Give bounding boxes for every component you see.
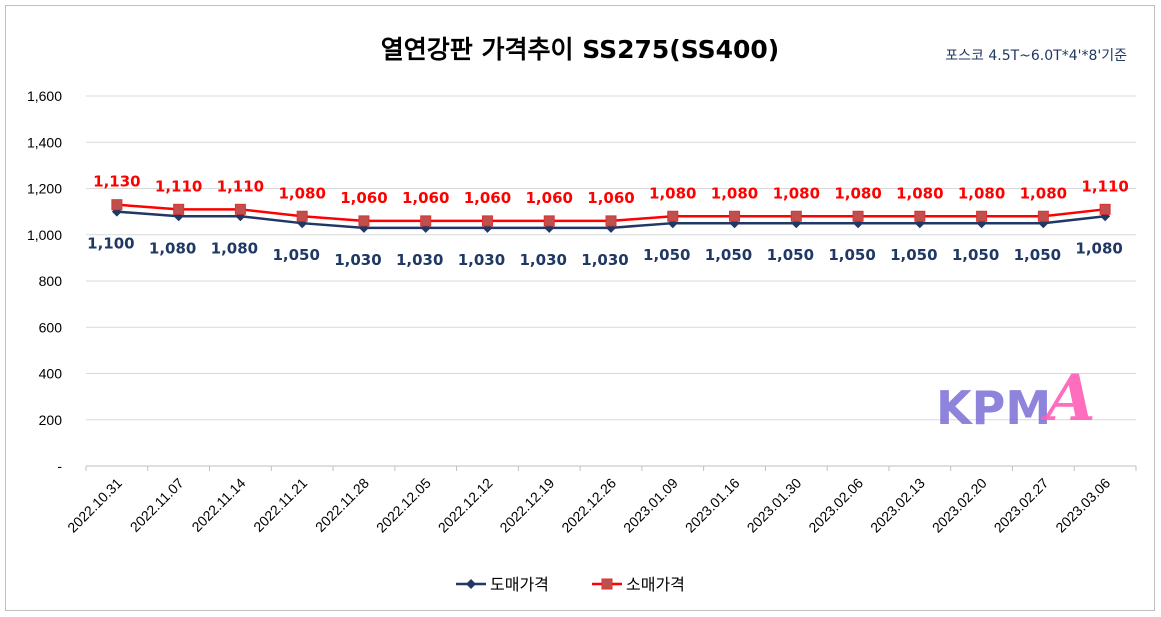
wholesale-data-label: 1,050 [952,246,999,264]
wholesale-data-label: 1,030 [458,251,505,269]
x-tick-label: 2022.12.19 [496,475,557,536]
retail-data-label: 1,060 [526,189,573,207]
wholesale-data-label: 1,100 [87,235,134,253]
chart-title: 열연강판 가격추이 SS275(SS400) [381,35,779,64]
retail-point [173,203,185,215]
wholesale-data-label: 1,050 [272,246,319,264]
legend-marker-retail [601,578,613,590]
retail-point [852,210,864,222]
x-tick-label: 2023.01.09 [620,475,681,536]
retail-data-label: 1,080 [1020,184,1067,202]
x-tick-label: 2023.02.13 [867,475,928,536]
retail-point [914,210,926,222]
y-tick-label: - [57,458,62,474]
retail-data-label: 1,110 [1081,177,1128,195]
retail-point [234,203,246,215]
x-tick-label: 2023.03.06 [1052,475,1113,536]
retail-data-label: 1,080 [834,184,881,202]
y-tick-label: 1,200 [27,181,62,197]
x-tick-label: 2022.11.14 [188,475,248,535]
retail-point [1099,203,1111,215]
retail-data-label: 1,110 [155,177,202,195]
x-tick-label: 2022.10.31 [64,475,125,536]
retail-data-label: 1,080 [896,184,943,202]
chart-frame [5,5,1155,611]
x-tick-label: 2022.12.26 [558,475,619,536]
y-tick-label: 1,400 [27,134,62,150]
wholesale-data-label: 1,050 [705,246,752,264]
logo-text: KPM [936,381,1051,435]
retail-point [1037,210,1049,222]
data-labels: 1,130 1,110 1,110 1,080 1,060 1,060 1,060 1,060… [87,173,1129,269]
legend: 도매가격 소매가격 [456,575,685,594]
x-tick-label: 2022.11.21 [250,475,310,535]
retail-data-label: 1,080 [278,184,325,202]
wholesale-data-label: 1,050 [1014,246,1061,264]
wholesale-data-label: 1,080 [211,239,258,257]
retail-data-label: 1,080 [773,184,820,202]
retail-data-label: 1,060 [340,189,387,207]
wholesale-data-label: 1,030 [334,251,381,269]
y-tick-label: 1,000 [27,227,62,243]
retail-point [605,215,617,227]
wholesale-data-label: 1,050 [767,246,814,264]
kpma-logo: KPM A [936,361,1096,436]
wholesale-data-label: 1,030 [520,251,567,269]
x-tick-label: 2023.01.16 [682,475,743,536]
retail-data-label: 1,130 [93,173,140,191]
legend-label-retail: 소매가격 [626,575,685,594]
retail-data-label: 1,060 [464,189,511,207]
chart-subtitle: 포스코 4.5T~6.0T*4'*8'기준 [945,48,1127,64]
series-layer [111,199,1111,233]
retail-data-label: 1,060 [587,189,634,207]
legend-label-wholesale: 도매가격 [490,575,549,594]
retail-point [296,210,308,222]
retail-point [667,210,679,222]
retail-point [420,215,432,227]
wholesale-data-label: 1,050 [828,246,875,264]
x-tick-label: 2022.11.07 [127,475,187,535]
retail-point [481,215,493,227]
x-tick-label: 2023.02.20 [929,475,990,536]
retail-point [976,210,988,222]
x-tick-label: 2022.12.05 [373,475,434,536]
retail-data-label: 1,060 [402,189,449,207]
logo-accent: A [1041,361,1096,436]
x-tick-label: 2023.02.06 [805,475,866,536]
retail-data-label: 1,110 [217,177,264,195]
y-tick-label: 400 [39,366,63,382]
x-tick-label: 2022.11.28 [312,475,372,535]
wholesale-data-label: 1,080 [149,239,196,257]
retail-data-label: 1,080 [649,184,696,202]
x-tick-label: 2022.12.12 [435,475,496,536]
retail-point [729,210,741,222]
x-tick-label: 2023.02.27 [991,475,1052,536]
wholesale-data-label: 1,080 [1075,239,1122,257]
y-tick-label: 800 [39,273,63,289]
y-tick-label: 200 [39,412,63,428]
retail-point [790,210,802,222]
y-tick-label: 1,600 [27,88,62,104]
wholesale-data-label: 1,050 [643,246,690,264]
retail-data-label: 1,080 [958,184,1005,202]
wholesale-data-label: 1,030 [396,251,443,269]
retail-data-label: 1,080 [711,184,758,202]
x-axis: 2022.10.31 2022.11.07 2022.11.14 2022.11.21… [64,465,1137,536]
retail-point [358,215,370,227]
wholesale-data-label: 1,050 [890,246,937,264]
retail-point [111,199,123,211]
legend-marker-wholesale [466,579,476,589]
wholesale-data-label: 1,030 [581,251,628,269]
y-tick-label: 600 [39,319,63,335]
retail-point [543,215,555,227]
y-axis: - 200 400 600 800 1,000 1,200 1,400 1,600 [27,88,62,474]
x-tick-label: 2023.01.30 [744,475,805,536]
